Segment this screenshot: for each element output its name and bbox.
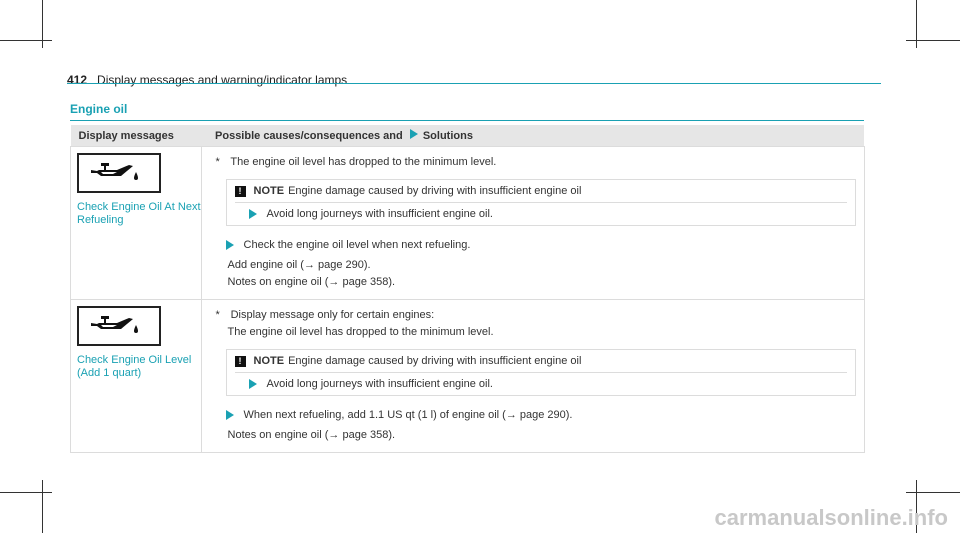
crop-mark bbox=[916, 0, 917, 48]
page-header-title: Display messages and warning/indicator l… bbox=[97, 73, 348, 87]
crop-mark bbox=[42, 0, 43, 48]
solution-cell: * Display message only for certain engin… bbox=[200, 299, 865, 453]
header-rule bbox=[67, 83, 881, 84]
arrow-icon bbox=[225, 409, 234, 420]
crop-mark bbox=[906, 492, 960, 493]
oil-can-warning-icon bbox=[77, 306, 161, 346]
cause-text: * Display message only for certain engin… bbox=[215, 309, 435, 321]
note-box: ! NOTE Engine damage caused by driving w… bbox=[225, 349, 856, 396]
arrow-icon bbox=[248, 379, 257, 389]
note-action: Avoid long journeys with insufficient en… bbox=[266, 208, 493, 220]
arrow-icon bbox=[248, 209, 257, 219]
action-step: When next refueling, add 1.1 US qt (1 l)… bbox=[212, 406, 856, 423]
message-text: Check Engine Oil Level (Add 1 quart) bbox=[77, 354, 192, 379]
crop-mark bbox=[0, 40, 52, 41]
cause-text: * The engine oil level has dropped to th… bbox=[215, 156, 497, 168]
solution-cell: * The engine oil level has dropped to th… bbox=[200, 146, 865, 300]
reference-text: Notes on engine oil (→ page 358). bbox=[227, 429, 396, 441]
arrow-icon bbox=[409, 129, 418, 139]
note-action: Avoid long journeys with insufficient en… bbox=[266, 378, 493, 390]
crop-mark bbox=[0, 492, 52, 493]
warning-icon: ! bbox=[234, 355, 246, 367]
reference-text: Notes on engine oil (→ page 358). bbox=[227, 276, 396, 288]
section-title: Engine oil bbox=[70, 102, 128, 116]
page-header: 412 Display messages and warning/indicat… bbox=[67, 73, 347, 87]
table-row: Check Engine Oil At Next Refueling * The… bbox=[70, 146, 865, 300]
table-row: Check Engine Oil Level (Add 1 quart) * D… bbox=[70, 299, 865, 453]
crop-mark bbox=[916, 480, 917, 533]
oil-can-warning-icon bbox=[77, 153, 161, 193]
crop-mark bbox=[42, 480, 43, 533]
note-label: NOTE bbox=[253, 355, 285, 367]
warning-icon: ! bbox=[234, 185, 246, 197]
note-label: NOTE bbox=[253, 185, 285, 197]
column-header-solutions: Possible causes/consequences and Solutio… bbox=[201, 125, 865, 147]
note-action-row: Avoid long journeys with insufficient en… bbox=[234, 202, 847, 225]
note-row: ! NOTE Engine damage caused by driving w… bbox=[234, 350, 847, 372]
reference-text: Add engine oil (→ page 290). bbox=[227, 259, 371, 271]
action-step: Check the engine oil level when next ref… bbox=[212, 236, 856, 253]
note-text: Engine damage caused by driving with ins… bbox=[288, 185, 582, 197]
arrow-icon bbox=[225, 239, 234, 250]
page-number: 412 bbox=[67, 73, 88, 87]
note-action-row: Avoid long journeys with insufficient en… bbox=[234, 372, 847, 395]
message-cell: Check Engine Oil Level (Add 1 quart) bbox=[70, 299, 202, 453]
section-rule bbox=[70, 120, 864, 121]
message-cell: Check Engine Oil At Next Refueling bbox=[70, 146, 202, 300]
note-row: ! NOTE Engine damage caused by driving w… bbox=[234, 180, 847, 202]
display-messages-table: Display messages Possible causes/consequ… bbox=[70, 125, 865, 453]
note-text: Engine damage caused by driving with ins… bbox=[288, 355, 582, 367]
crop-mark bbox=[906, 40, 960, 41]
message-text: Check Engine Oil At Next Refueling bbox=[77, 201, 201, 226]
watermark: carmanualsonline.info bbox=[714, 505, 949, 530]
column-header-messages: Display messages bbox=[70, 125, 202, 147]
note-box: ! NOTE Engine damage caused by driving w… bbox=[225, 179, 856, 226]
cause-text: The engine oil level has dropped to the … bbox=[227, 326, 494, 338]
